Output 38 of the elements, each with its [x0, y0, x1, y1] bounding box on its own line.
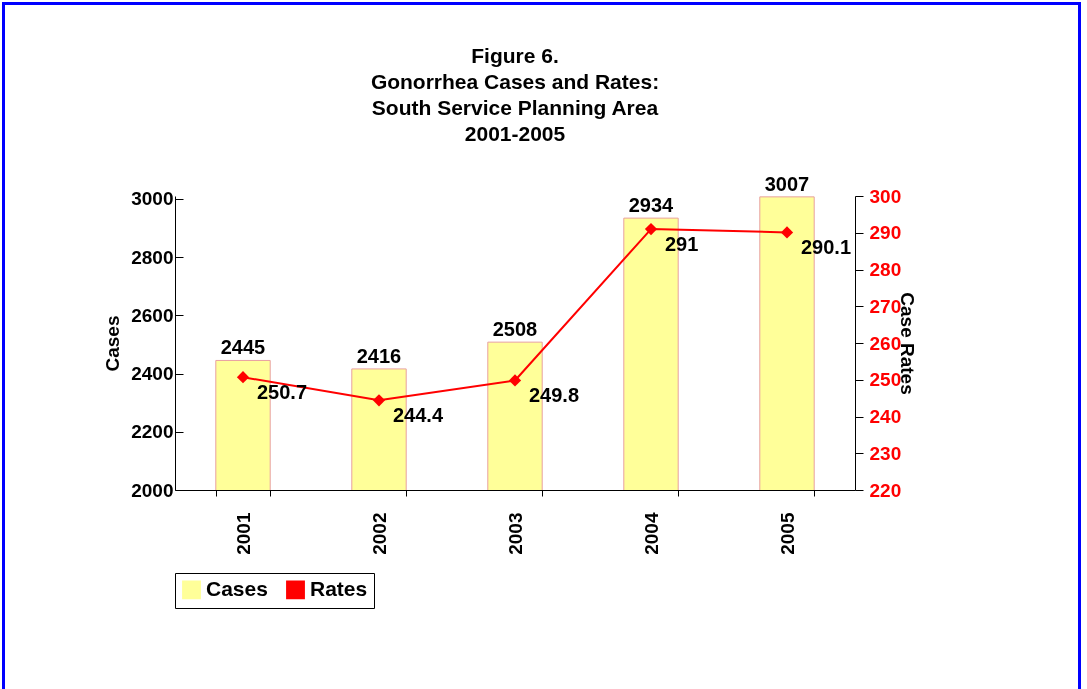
data-label: 2416 — [356, 344, 402, 367]
data-label: 2934 — [628, 194, 675, 217]
data-label: 291 — [665, 233, 699, 256]
y-tick-label: 2000 — [131, 479, 174, 501]
y-tick-label: 2200 — [131, 421, 174, 443]
legend-label: Cases — [206, 576, 268, 600]
y2-tick-label: 230 — [869, 442, 902, 464]
x-tick-label: 2005 — [776, 512, 798, 555]
y2-tick-label: 240 — [869, 406, 902, 427]
y-axis-title: Cases — [102, 315, 124, 372]
y2-tick-label: 270 — [869, 295, 902, 317]
y2-tick-label: 280 — [869, 259, 902, 280]
y-tick-label: 2800 — [131, 246, 174, 268]
y2-tick-label: 290 — [869, 222, 902, 244]
y2-tick-label: 300 — [869, 185, 902, 207]
data-label: 290.1 — [801, 236, 852, 259]
y2-tick-label: 220 — [869, 479, 902, 501]
point — [780, 226, 794, 239]
x-tick-label: 2001 — [232, 512, 254, 555]
data-label: 2445 — [220, 336, 266, 359]
data-label: 2508 — [492, 318, 538, 341]
y-tick-label: 2400 — [131, 363, 174, 385]
chart-title: Figure 6. Gonorrhea Cases and Rates: South Service Planning Area 2001-2005 — [370, 43, 660, 145]
point — [644, 222, 658, 236]
point — [236, 371, 250, 384]
data-label: 244.4 — [393, 404, 444, 427]
legend-label: Rates — [310, 576, 368, 600]
data-label: 249.8 — [529, 384, 580, 407]
point — [372, 394, 386, 407]
point — [508, 374, 522, 387]
x-tick-label: 2002 — [368, 512, 390, 555]
data-label: 3007 — [764, 172, 810, 195]
x-tick-label: 2003 — [504, 512, 526, 555]
y2-tick-label: 260 — [869, 332, 902, 354]
y-tick-label: 2600 — [131, 304, 174, 326]
y-tick-label: 3000 — [131, 188, 174, 210]
data-label: 250.7 — [257, 381, 308, 404]
x-tick-label: 2004 — [640, 512, 662, 555]
